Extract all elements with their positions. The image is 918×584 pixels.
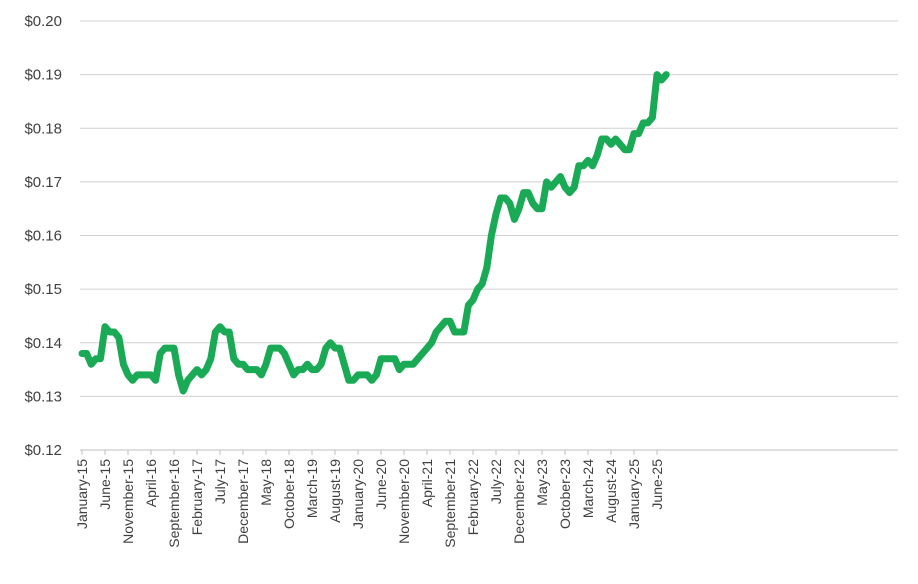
x-tick-label: February-17	[189, 459, 205, 535]
x-tick-label: June-20	[373, 459, 389, 510]
y-tick-label: $0.14	[24, 335, 62, 352]
x-tick-label: July-22	[488, 459, 504, 504]
x-tick-label: May-18	[258, 459, 274, 506]
x-tick-label: March-19	[304, 459, 320, 518]
y-axis: $0.12 $0.13 $0.14 $0.15 $0.16 $0.17 $0.18 $0.19…	[24, 13, 62, 459]
x-tick-label: June-25	[649, 459, 665, 510]
x-tick-label: November-15	[120, 459, 136, 544]
y-tick-label: $0.19	[24, 67, 62, 84]
x-tick-label: April-16	[143, 459, 159, 507]
x-tick-label: May-23	[534, 459, 550, 506]
x-tick-label: December-17	[235, 459, 251, 544]
x-tick-label: August-24	[603, 459, 619, 523]
x-tick-label: January-25	[626, 459, 642, 529]
series-layer	[78, 71, 670, 395]
x-tick-label: December-22	[511, 459, 527, 544]
y-tick-label: $0.20	[24, 13, 62, 30]
x-tick-label: November-20	[396, 459, 412, 544]
x-tick-label: June-15	[97, 459, 113, 510]
y-tick-label: $0.17	[24, 174, 62, 191]
x-tick-label: August-19	[327, 459, 343, 523]
y-tick-label: $0.18	[24, 120, 62, 137]
y-tick-label: $0.13	[24, 388, 62, 405]
x-axis: January-15 June-15 November-15 April-16 Sept…	[74, 450, 665, 548]
x-tick-label: February-22	[465, 459, 481, 535]
x-tick-label: October-18	[281, 459, 297, 529]
x-tick-label: September-21	[442, 459, 458, 548]
x-tick-label: March-24	[580, 459, 596, 518]
y-tick-label: $0.16	[24, 228, 62, 245]
x-tick-label: October-23	[557, 459, 573, 529]
x-tick-label: January-15	[74, 459, 90, 529]
y-tick-label: $0.15	[24, 281, 62, 298]
x-tick-label: April-21	[419, 459, 435, 507]
x-tick-label: July-17	[212, 459, 228, 504]
x-tick-label: January-20	[350, 459, 366, 529]
series-line	[78, 71, 670, 395]
x-tick-label: September-16	[166, 459, 182, 548]
y-tick-label: $0.12	[24, 442, 62, 459]
